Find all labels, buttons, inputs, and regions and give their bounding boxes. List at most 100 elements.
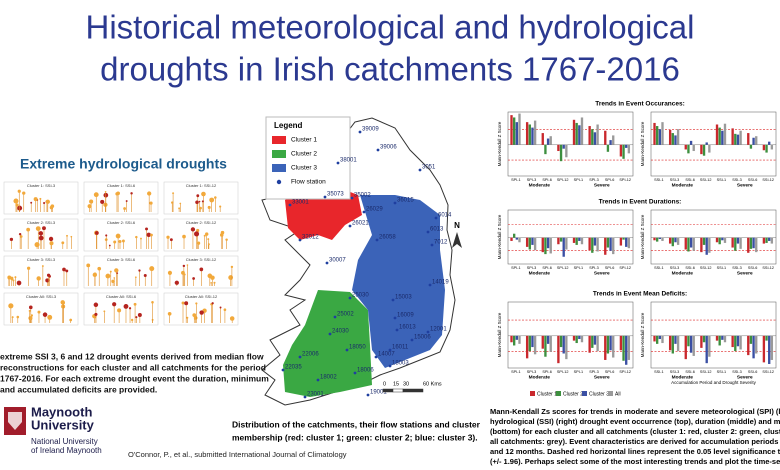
trend-bar bbox=[559, 237, 563, 242]
decor-dot bbox=[229, 316, 235, 321]
flow-station bbox=[303, 395, 307, 399]
station-label: 18003 bbox=[392, 361, 409, 367]
category-label: SSI-1 bbox=[717, 178, 727, 182]
decor-dot bbox=[113, 277, 116, 279]
category-label: SPI-12 bbox=[557, 266, 569, 270]
trend-bar bbox=[544, 335, 547, 357]
category-label: SSI-3 bbox=[732, 370, 742, 374]
trend-bar bbox=[580, 117, 584, 145]
decor-dot bbox=[50, 204, 55, 208]
flow-station bbox=[428, 283, 432, 287]
station-label: 23001 bbox=[307, 392, 324, 398]
decor-dot bbox=[123, 207, 126, 210]
trend-bar bbox=[671, 335, 674, 354]
trend-bar bbox=[749, 335, 753, 344]
decor-dot bbox=[214, 196, 217, 199]
trend-bar bbox=[752, 335, 755, 359]
decor-dot bbox=[45, 199, 50, 204]
decor-dot bbox=[128, 307, 132, 310]
north-arrow bbox=[452, 232, 462, 248]
trend-bar bbox=[596, 335, 599, 352]
title-line: droughts in Irish catchments 1767-2016 bbox=[100, 51, 680, 88]
category-label: SSI-6 bbox=[685, 370, 695, 374]
station-label: 6014 bbox=[438, 213, 452, 219]
trend-bar bbox=[658, 335, 661, 340]
category-label: SSI-6 bbox=[685, 178, 695, 182]
decor-dot bbox=[28, 316, 33, 321]
decor-dot bbox=[30, 314, 34, 317]
trend-bar bbox=[578, 125, 581, 145]
trend-bar bbox=[739, 237, 742, 249]
map-legend-label: Cluster 2 bbox=[291, 151, 317, 158]
category-label: SPI-3 bbox=[589, 370, 599, 374]
station-label: 35002 bbox=[354, 193, 371, 199]
mini-panel-title: Cluster 1: SSI-3 bbox=[27, 183, 56, 188]
decor-dot bbox=[115, 233, 121, 239]
flow-station bbox=[426, 330, 430, 334]
station-label: 18002 bbox=[320, 375, 337, 381]
category-label: SPI-6 bbox=[542, 370, 552, 374]
trend-plot-frame bbox=[507, 301, 634, 369]
mini-panel bbox=[3, 292, 79, 326]
mini-panel-title: Cluster 3: SSI-3 bbox=[27, 257, 56, 262]
trend-bar bbox=[541, 237, 544, 253]
map-legend-label: Cluster 3 bbox=[291, 165, 317, 172]
flow-station bbox=[393, 316, 397, 320]
decor-dot bbox=[203, 234, 206, 237]
category-label: SPI-12 bbox=[557, 370, 569, 374]
trend-bar bbox=[510, 237, 513, 241]
decor-dot bbox=[33, 197, 38, 202]
legend-swatch bbox=[272, 164, 286, 172]
trend-legend-swatch bbox=[582, 391, 587, 396]
station-label: 16011 bbox=[392, 345, 409, 351]
flow-station bbox=[375, 238, 379, 242]
category-label: SSI-1 bbox=[654, 266, 664, 270]
trend-bar bbox=[518, 237, 521, 243]
category-label: SPI-6 bbox=[605, 178, 615, 182]
trend-bar bbox=[604, 335, 607, 360]
trend-bar bbox=[661, 237, 664, 241]
category-label: SSI-12 bbox=[762, 370, 774, 374]
scale-label: 0 bbox=[383, 381, 386, 387]
title-line: Historical meteorological and hydrologic… bbox=[86, 9, 695, 46]
decor-dot bbox=[94, 231, 99, 235]
trend-bar bbox=[731, 128, 734, 145]
flow-station bbox=[298, 238, 302, 242]
category-label: SSI-1 bbox=[717, 370, 727, 374]
decor-dot bbox=[18, 232, 22, 236]
trend-bar bbox=[588, 237, 591, 251]
flow-station bbox=[336, 161, 340, 165]
decor-dot bbox=[201, 191, 206, 197]
category-label: SSI-6 bbox=[748, 370, 758, 374]
trend-bar bbox=[653, 335, 656, 342]
decor-dot bbox=[105, 273, 111, 279]
flow-station bbox=[350, 196, 354, 200]
trend-bar bbox=[689, 140, 693, 145]
decor-dot bbox=[151, 301, 154, 304]
trend-bar bbox=[708, 335, 711, 357]
flow-station bbox=[418, 168, 422, 172]
decor-dot bbox=[103, 310, 106, 313]
logo-name: University bbox=[31, 417, 95, 432]
trend-bar bbox=[755, 136, 758, 145]
decor-dot bbox=[8, 303, 14, 309]
mini-panel-title: Cluster All: SSI-12 bbox=[185, 294, 218, 299]
decor-dot bbox=[13, 198, 19, 204]
decor-dot bbox=[138, 269, 141, 272]
decor-dot bbox=[135, 235, 138, 239]
decor-dot bbox=[219, 306, 222, 309]
trend-bar bbox=[515, 122, 518, 145]
decor-dot bbox=[210, 282, 213, 284]
trend-bar bbox=[609, 237, 612, 251]
decor-dot bbox=[7, 277, 10, 280]
group-label: Severe bbox=[594, 270, 610, 276]
trend-bar bbox=[715, 237, 719, 243]
group-label: Moderate bbox=[529, 270, 551, 276]
trend-bar bbox=[755, 335, 758, 354]
category-label: SSI-1 bbox=[654, 178, 664, 182]
mini-panel bbox=[163, 181, 239, 215]
decor-dot bbox=[65, 269, 69, 273]
trend-bar bbox=[627, 237, 631, 249]
group-label: Severe bbox=[737, 270, 753, 276]
cluster3-region bbox=[352, 195, 445, 368]
